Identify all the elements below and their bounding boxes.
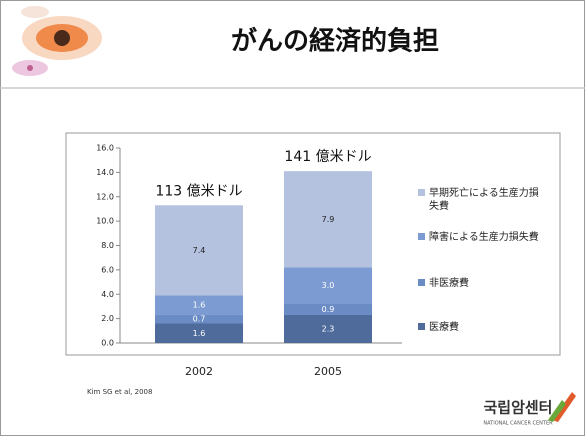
legend-swatch [418,233,425,240]
legend-label: 障害による生産力損失費 [429,231,543,244]
data-label: 3.0 [322,281,335,290]
y-tick-label: 4.0 [101,290,114,299]
legend-swatch [418,323,425,330]
y-tick-label: 10.0 [96,217,114,226]
legend-label: 早期死亡による生産力損失費 [429,187,543,213]
x-tick-label: 2002 [185,365,213,378]
legend-swatch [418,189,425,196]
y-tick-label: 12.0 [96,192,114,201]
data-label: 0.9 [322,305,335,314]
y-tick-label: 0.0 [101,339,114,348]
y-tick-label: 16.0 [96,144,114,153]
y-tick-label: 2.0 [101,314,114,323]
logo-subtext: NATIONAL CANCER CENTER [483,421,553,427]
legend-label: 医療費 [429,321,543,334]
legend-item: 医療費 [418,321,543,334]
y-tick-label: 8.0 [101,241,114,250]
slide: がんの経済的負担 Kim SG et al, 2008 국립암센터 NATION… [0,0,585,436]
slide-title: がんの経済的負担 [231,26,439,57]
data-label: 2.3 [322,324,335,333]
logo-text: 국립암센터 [483,399,552,417]
annotation: 141 億米ドル [284,149,371,165]
data-label: 1.6 [193,329,206,338]
y-tick-label: 14.0 [96,168,114,177]
chart: がんの経済的負担 Kim SG et al, 2008 국립암센터 NATION… [0,0,585,436]
legend-label: 非医療費 [429,277,543,290]
legend-item: 障害による生産力損失費 [418,231,543,244]
data-label: 1.6 [193,301,206,310]
y-tick-label: 6.0 [101,265,114,274]
data-label: 7.4 [193,246,206,255]
annotation: 113 億米ドル [155,183,242,199]
legend-swatch [418,279,425,286]
legend-item: 早期死亡による生産力損失費 [418,187,543,213]
legend-item: 非医療費 [418,277,543,290]
data-label: 7.9 [322,215,335,224]
x-tick-label: 2005 [314,365,342,378]
data-label: 0.7 [193,315,206,324]
source: Kim SG et al, 2008 [87,388,152,396]
